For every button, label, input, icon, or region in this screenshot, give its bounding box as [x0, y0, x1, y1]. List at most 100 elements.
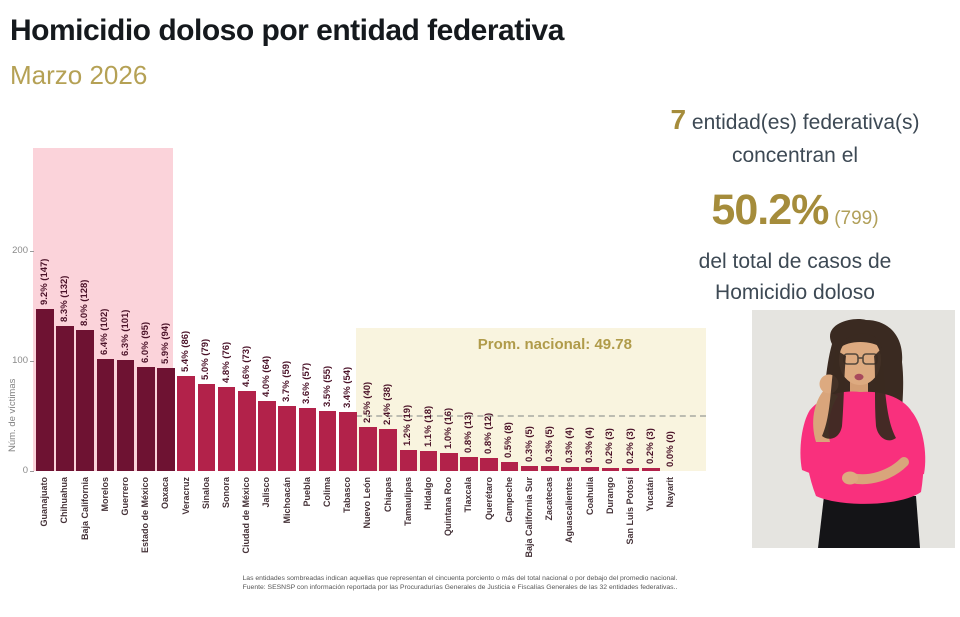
- national-average-label: Prom. nacional: 49.78: [477, 336, 632, 353]
- bar-value-label: 5.0% (79): [200, 338, 212, 381]
- bar-value-label: 6.4% (102): [99, 308, 111, 355]
- bar-Ciudad de México: [238, 390, 256, 471]
- bar-value-label: 0.2% (3): [624, 427, 636, 464]
- bar-value-label: 3.6% (57): [301, 363, 313, 405]
- x-tick-label: Veracruz: [180, 477, 191, 515]
- y-tick-label: 200: [12, 245, 28, 256]
- bar-value-label: 4.8% (76): [220, 342, 232, 384]
- bar-Yucatán: [642, 467, 660, 471]
- footnote-line-1: Las entidades sombreadas indican aquella…: [242, 575, 678, 582]
- sign-language-interpreter-photo: [752, 310, 955, 548]
- summary-entity-text: entidad(es) federativa(s): [691, 111, 920, 134]
- x-tick-label: Baja California: [79, 477, 90, 541]
- bar-Chihuahua: [56, 325, 74, 471]
- bar-Puebla: [298, 408, 317, 471]
- bar-value-label: 2.4% (38): [382, 384, 394, 426]
- bar-value-label: 0.2% (3): [644, 427, 656, 464]
- bar-value-label: 5.4% (86): [180, 331, 192, 373]
- bar-Baja California: [76, 330, 94, 471]
- x-tick-label: Chihuahua: [59, 477, 70, 524]
- bar-Guanajuato: [36, 309, 54, 471]
- x-tick-label: Sonora: [221, 477, 232, 509]
- x-tick-label: Querétaro: [483, 477, 494, 521]
- x-tick-label: Oaxaca: [160, 477, 171, 510]
- x-tick-label: Yucatán: [645, 477, 656, 512]
- x-tick-label: Guerrero: [120, 477, 131, 516]
- bar-value-label: 6.0% (95): [139, 321, 151, 363]
- x-tick-label: Tlaxcala: [463, 477, 474, 513]
- bar-Tlaxcala: [460, 456, 478, 471]
- x-tick-label: Nuevo León: [362, 477, 373, 529]
- bar-Durango: [601, 467, 620, 471]
- x-tick-label: Tamaulipas: [402, 477, 413, 526]
- footnote: Las entidades sombreadas indican aquella…: [190, 574, 730, 592]
- bar-Quintana Roo: [440, 453, 458, 471]
- summary-line-4: del total de casos de: [698, 250, 892, 274]
- summary-entity-count: 7: [670, 104, 687, 135]
- bar-Morelos: [96, 358, 115, 471]
- bar-value-label: 8.0% (128): [79, 279, 91, 327]
- bar-value-label: 1.2% (19): [402, 404, 414, 447]
- x-tick-label: Tabasco: [342, 477, 353, 513]
- x-tick-label: Colima: [322, 477, 333, 508]
- bar-Guerrero: [116, 359, 135, 471]
- bar-value-label: 9.2% (147): [38, 258, 50, 306]
- x-tick-label: Estado de México: [140, 477, 151, 554]
- band-below-average: [355, 328, 706, 471]
- summary-block: 7 entidad(es) federativa(s) concentran e…: [640, 100, 950, 308]
- x-tick-label: Michoacán: [281, 477, 292, 524]
- y-tick-mark: [30, 471, 34, 472]
- bar-value-label: 2.5% (40): [361, 381, 373, 423]
- bar-Baja California Sur: [520, 465, 539, 471]
- bar-value-label: 0.3% (5): [523, 425, 535, 462]
- y-tick-label: 100: [12, 355, 28, 366]
- x-tick-label: Morelos: [99, 477, 110, 512]
- bar-Chiapas: [379, 429, 397, 471]
- x-tick-label: Ciudad de México: [241, 477, 252, 554]
- bar-value-label: 1.0% (16): [442, 408, 454, 450]
- page-title: Homicidio doloso por entidad federativa: [10, 14, 564, 47]
- bar-Oaxaca: [157, 367, 175, 471]
- bar-Veracruz: [177, 376, 195, 471]
- bar-Estado de México: [137, 366, 155, 471]
- bar-Coahuila: [581, 466, 599, 471]
- bar-value-label: 0.8% (12): [483, 412, 495, 454]
- bar-Tabasco: [339, 411, 357, 471]
- x-tick-label: Zacatecas: [544, 477, 555, 521]
- x-tick-label: Puebla: [301, 477, 312, 507]
- summary-cases: (799): [834, 208, 879, 230]
- bar-Michoacán: [278, 406, 296, 471]
- bar-San Luis Potosí: [621, 467, 640, 471]
- bar-Jalisco: [258, 400, 276, 471]
- x-tick-label: Campeche: [503, 477, 514, 523]
- bar-value-label: 4.0% (64): [260, 355, 272, 397]
- bar-Sonora: [217, 387, 236, 471]
- bar-value-label: 5.9% (94): [159, 322, 171, 364]
- x-tick-label: San Luis Potosí: [625, 477, 636, 545]
- bar-Nuevo León: [359, 427, 377, 471]
- bar-value-label: 0.0% (0): [664, 431, 676, 467]
- bar-value-label: 0.3% (4): [563, 426, 575, 463]
- bar-Tamaulipas: [399, 450, 418, 471]
- bar-value-label: 0.3% (5): [543, 425, 555, 462]
- bar-value-label: 0.2% (3): [604, 427, 616, 464]
- x-tick-label: Hidalgo: [423, 477, 434, 510]
- x-tick-label: Chiapas: [382, 477, 393, 513]
- summary-line-3: 50.2% (799): [640, 179, 950, 241]
- summary-line-5: Homicidio doloso: [715, 280, 875, 304]
- bar-value-label: 1.1% (18): [422, 406, 434, 448]
- x-tick-label: Durango: [604, 477, 615, 514]
- page-subtitle: Marzo 2026: [10, 60, 148, 90]
- national-average-line: [355, 415, 706, 418]
- x-tick-label: Guanajuato: [39, 477, 50, 527]
- x-tick-label: Nayarit: [665, 477, 676, 508]
- bar-Aguascalientes: [561, 466, 579, 471]
- summary-percent: 50.2%: [711, 186, 829, 235]
- y-tick-mark: [30, 361, 34, 362]
- x-tick-label: Jalisco: [261, 477, 272, 508]
- summary-line-1: 7 entidad(es) federativa(s): [640, 100, 950, 141]
- x-tick-label: Aguascalientes: [564, 477, 575, 544]
- bar-Hidalgo: [419, 451, 438, 471]
